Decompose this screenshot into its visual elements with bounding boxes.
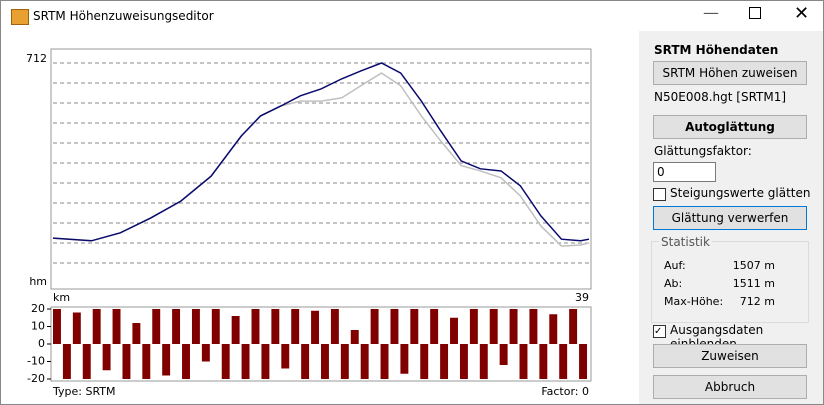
y-axis-label: hm bbox=[29, 275, 47, 288]
stat-label: Ab: bbox=[664, 277, 683, 290]
assign-button[interactable]: Zuweisen bbox=[653, 344, 807, 368]
slope-bar bbox=[450, 317, 458, 344]
slope-bar bbox=[559, 344, 568, 379]
slope-bar bbox=[152, 309, 161, 344]
slope-bar bbox=[360, 344, 369, 379]
slope-bar bbox=[519, 344, 528, 379]
checkbox-checked[interactable]: ✓ bbox=[653, 325, 666, 338]
slope-bar bbox=[53, 309, 61, 344]
slope-bar bbox=[440, 344, 449, 379]
stat-value: 1511 m bbox=[732, 277, 775, 290]
stat-label: Max-Höhe: bbox=[664, 295, 724, 308]
x-tick-label: 39 bbox=[575, 291, 589, 304]
slope-bar bbox=[191, 309, 200, 344]
slope-bar bbox=[469, 309, 478, 344]
slope-bar bbox=[231, 316, 240, 344]
slope-bar bbox=[549, 314, 558, 344]
y-tick-label: 10 bbox=[31, 320, 45, 333]
slope-bar bbox=[529, 309, 538, 344]
type-label: Type: SRTM bbox=[52, 385, 116, 398]
close[interactable]: ✕ bbox=[794, 3, 810, 24]
slope-bar bbox=[301, 344, 310, 379]
y-tick-label: -10 bbox=[27, 355, 45, 368]
slope-bar bbox=[539, 344, 548, 379]
slope-bar bbox=[162, 344, 171, 376]
y-tick-label: 0 bbox=[38, 337, 45, 350]
slope-bar bbox=[112, 309, 121, 344]
slope-bar bbox=[241, 344, 250, 379]
stat-value: 1507 m bbox=[732, 259, 775, 272]
slope-bar bbox=[221, 344, 230, 379]
factor-label: Factor: 0 bbox=[541, 385, 589, 398]
slope-bar bbox=[271, 309, 280, 344]
factor-label: Glättungsfaktor: bbox=[654, 144, 752, 158]
window-title: SRTM Höhenzuweisungseditor bbox=[33, 9, 214, 23]
slope-bar bbox=[509, 309, 518, 344]
slope-bar bbox=[182, 344, 190, 379]
slope-bar bbox=[142, 344, 151, 379]
cancel-button[interactable]: Abbruch bbox=[653, 375, 807, 399]
side-panel: SRTM Höhendaten SRTM Höhen zuweisen N50E… bbox=[639, 31, 823, 404]
slope-bar bbox=[569, 309, 578, 344]
elevation-line bbox=[52, 62, 590, 242]
slope-bar bbox=[400, 344, 409, 374]
slope-bar bbox=[102, 344, 111, 371]
y-tick-label: -20 bbox=[27, 372, 45, 385]
stat-value: 712 m bbox=[739, 295, 775, 308]
maximize[interactable] bbox=[749, 7, 761, 19]
stats-title: Statistik bbox=[659, 235, 712, 249]
stats-box bbox=[651, 241, 809, 323]
assign-srtm-button[interactable]: SRTM Höhen zuweisen bbox=[653, 61, 807, 85]
slope-bar bbox=[211, 309, 220, 344]
file-name: N50E008.hgt [SRTM1] bbox=[654, 90, 787, 104]
slope-bar bbox=[459, 344, 468, 379]
slope-bar bbox=[92, 309, 101, 344]
slope-bar bbox=[499, 344, 508, 365]
slope-bar bbox=[340, 344, 349, 379]
slope-bar bbox=[291, 309, 300, 344]
slope-bar bbox=[579, 344, 588, 379]
slope-bar bbox=[172, 309, 181, 344]
y-tick-label: 712 bbox=[26, 52, 47, 65]
slope-bar bbox=[311, 310, 320, 344]
slope-bar bbox=[479, 344, 488, 379]
slope-bar bbox=[370, 309, 379, 344]
slope-bar bbox=[281, 344, 290, 369]
plot-frame bbox=[50, 48, 592, 290]
slope-bar bbox=[410, 309, 419, 344]
slope-bar bbox=[430, 309, 439, 344]
discard-button[interactable]: Glättung verwerfen bbox=[653, 206, 807, 230]
minimize[interactable]: — bbox=[703, 3, 719, 22]
slope-bar bbox=[261, 344, 270, 379]
y-tick-label: 20 bbox=[31, 302, 45, 315]
slope-bar bbox=[251, 309, 260, 344]
slope-bar bbox=[420, 344, 429, 379]
checkbox[interactable] bbox=[653, 188, 666, 201]
slope-bar bbox=[72, 312, 81, 344]
slope-bar bbox=[321, 344, 329, 379]
slope-bar bbox=[132, 323, 141, 344]
slope-bar bbox=[489, 309, 498, 344]
panel-heading: SRTM Höhendaten bbox=[654, 43, 779, 57]
elevation-line bbox=[52, 72, 590, 247]
smooth-slopes-label: Steigungswerte glätten bbox=[670, 186, 811, 200]
slope-bar bbox=[201, 344, 210, 362]
factor-input[interactable]: 0 bbox=[653, 162, 716, 182]
slope-bar bbox=[330, 309, 339, 344]
slope-bar bbox=[350, 330, 359, 344]
stat-label: Auf: bbox=[664, 259, 686, 272]
slope-bar bbox=[380, 344, 389, 379]
x-axis-label: km bbox=[53, 291, 70, 304]
slope-bar bbox=[122, 344, 131, 379]
slope-bar bbox=[390, 309, 399, 344]
app-icon bbox=[11, 9, 29, 25]
autosmooth-button[interactable]: Autoglättung bbox=[653, 115, 807, 139]
slope-bar bbox=[82, 344, 91, 379]
slope-bar bbox=[62, 344, 71, 379]
